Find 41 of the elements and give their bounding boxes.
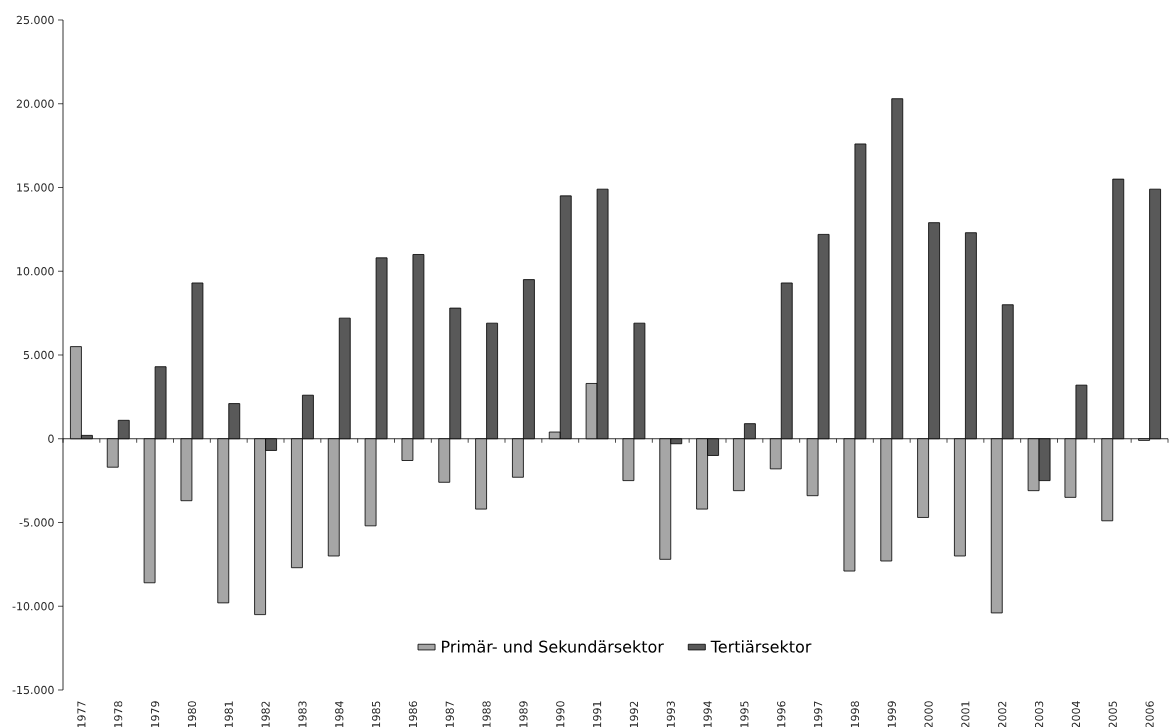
x-tick-label: 1985 <box>371 701 381 727</box>
y-tick-label: 5.000 <box>23 350 54 360</box>
x-tick-label: 1979 <box>150 701 160 727</box>
x-tick-label: 1978 <box>114 701 123 727</box>
y-tick-label: -5.000 <box>19 518 54 527</box>
x-tick-label: 1991 <box>592 701 602 727</box>
x-tick-label: 2004 <box>1071 701 1081 727</box>
x-tick-label: 1987 <box>445 701 454 727</box>
x-tick-label: 1988 <box>482 701 491 727</box>
x-tick-label: 1997 <box>813 701 823 727</box>
x-tick-label: 2005 <box>1108 701 1117 727</box>
x-tick-label: 2000 <box>924 701 933 727</box>
y-tick-label: -15.000 <box>12 685 54 695</box>
x-tick-label: 1983 <box>298 701 307 727</box>
x-tick-label: 1986 <box>408 701 418 727</box>
x-tick-label: 1984 <box>335 701 344 727</box>
x-tick-label: 2006 <box>1145 701 1154 727</box>
x-tick-label: 1992 <box>629 701 639 727</box>
y-tick-label: 20.000 <box>16 99 54 108</box>
y-tick-label: -10.000 <box>12 602 54 611</box>
legend-label: Tertiärsektor <box>710 640 812 653</box>
x-tick-label: 1995 <box>740 701 749 727</box>
x-tick-label: 1996 <box>777 701 786 727</box>
y-tick-label: 10.000 <box>17 267 54 276</box>
x-tick-label: 1990 <box>556 701 565 727</box>
x-tick-label: 1989 <box>519 701 528 727</box>
x-tick-label: 1977 <box>77 701 86 727</box>
x-tick-label: 1993 <box>666 701 675 727</box>
x-tick-label: 1999 <box>887 701 896 727</box>
x-tick-label: 2003 <box>1034 701 1044 727</box>
y-tick-label: 25.000 <box>16 15 54 25</box>
x-tick-label: 2002 <box>998 701 1007 727</box>
y-tick-label: 0 <box>48 434 54 443</box>
x-tick-label: 1980 <box>187 701 197 727</box>
x-tick-label: 2001 <box>961 701 970 727</box>
x-tick-label: 1981 <box>224 701 233 727</box>
x-tick-label: 1998 <box>850 701 860 727</box>
legend-label: Primär- und Sekundärsektor <box>442 640 664 653</box>
x-tick-label: 1982 <box>261 701 270 727</box>
y-tick-label: 15.000 <box>17 183 54 192</box>
x-tick-label: 1994 <box>703 701 712 727</box>
